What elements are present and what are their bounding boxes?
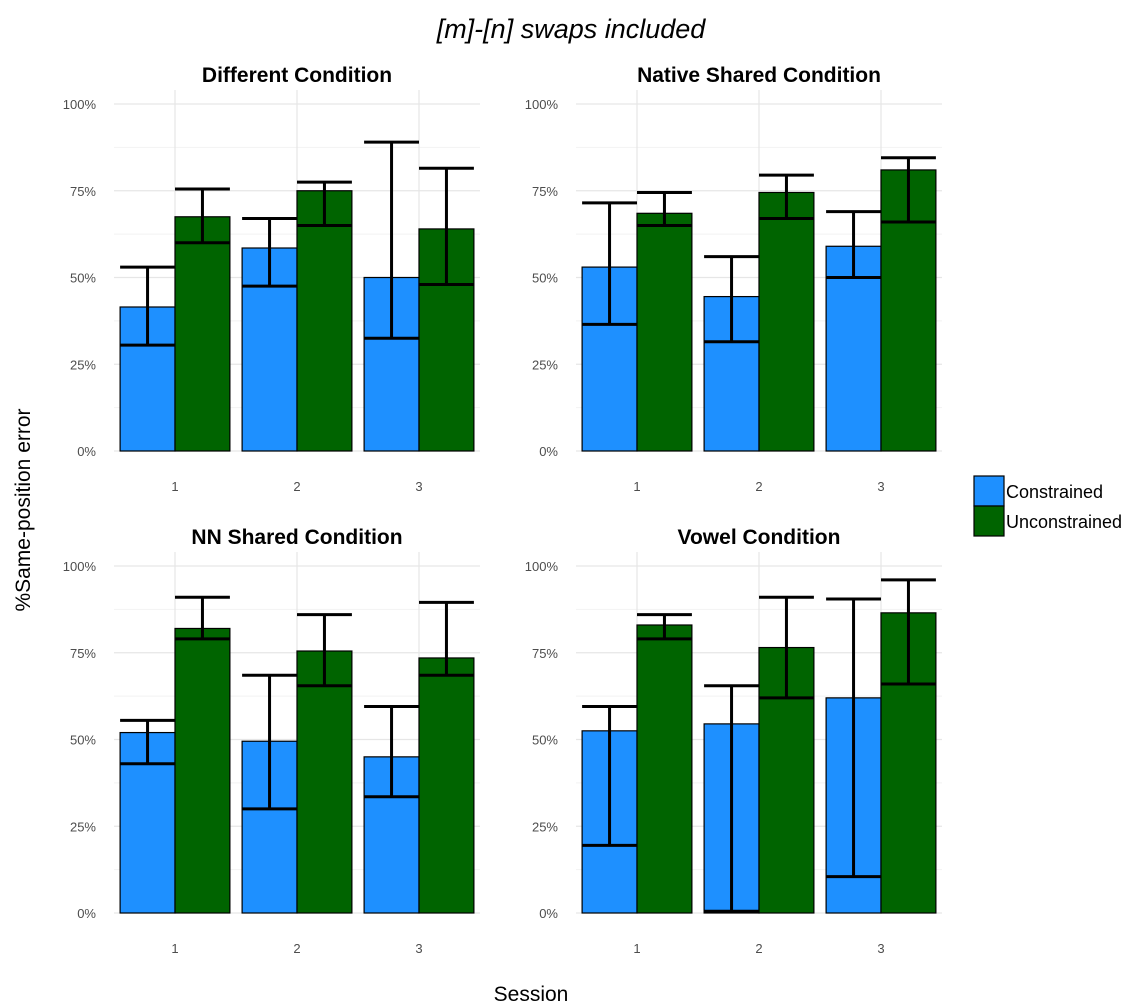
x-tick-label: 2 [755, 941, 762, 956]
error-bar [175, 187, 230, 245]
y-tick-label: 50% [70, 271, 96, 286]
error-bar [582, 201, 637, 326]
y-tick-label: 100% [525, 559, 559, 574]
error-bar [242, 673, 297, 811]
bar-constrained [825, 245, 882, 452]
error-bar [582, 705, 637, 847]
error-bar [881, 578, 936, 686]
x-tick-label: 1 [171, 941, 178, 956]
error-bar [637, 613, 692, 641]
bar-unconstrained [296, 190, 353, 452]
x-tick-label: 2 [293, 479, 300, 494]
x-tick-label: 1 [633, 941, 640, 956]
y-tick-label: 25% [70, 357, 96, 372]
y-tick-label: 0% [77, 906, 96, 921]
y-tick-label: 25% [70, 819, 96, 834]
error-bar [881, 156, 936, 224]
facet-panel: 0% 25% 50% 75% 100% 1 2 3 NN Shared Condition [63, 526, 480, 956]
bar-unconstrained [418, 657, 475, 914]
error-bar [419, 166, 474, 286]
bar-unconstrained [296, 650, 353, 914]
legend-label: Constrained [1006, 482, 1103, 502]
error-bar [120, 265, 175, 347]
legend-key-unconstrained [973, 505, 1005, 537]
y-tick-label: 100% [63, 97, 97, 112]
facet-panel: 0% 25% 50% 75% 100% 1 2 3 Different Condition [63, 64, 480, 494]
x-tick-label: 1 [171, 479, 178, 494]
facet-title: Native Shared Condition [637, 64, 881, 87]
y-tick-label: 50% [532, 733, 558, 748]
x-tick-label: 3 [877, 479, 884, 494]
y-tick-label: 75% [70, 184, 96, 199]
y-axis-title: %Same-position error [12, 408, 35, 611]
y-tick-label: 100% [63, 559, 97, 574]
y-tick-label: 75% [70, 646, 96, 661]
y-tick-label: 100% [525, 97, 559, 112]
error-bar [120, 718, 175, 766]
x-tick-label: 3 [415, 941, 422, 956]
bar-unconstrained [174, 216, 231, 452]
x-tick-label: 3 [877, 941, 884, 956]
error-bar [826, 597, 881, 879]
error-bar [704, 684, 759, 913]
x-tick-label: 2 [755, 479, 762, 494]
error-bar [704, 255, 759, 344]
chart-title: [m]-[n] swaps included [436, 14, 707, 44]
error-bar [297, 613, 352, 688]
error-bar [364, 705, 419, 799]
bar-unconstrained [758, 191, 815, 452]
x-tick-label: 1 [633, 479, 640, 494]
y-tick-label: 0% [539, 444, 558, 459]
y-tick-label: 50% [532, 271, 558, 286]
facet-title: Vowel Condition [678, 526, 841, 549]
error-bar [297, 180, 352, 227]
bar-unconstrained [636, 212, 693, 452]
x-axis-title: Session [494, 983, 569, 1006]
facet-title: NN Shared Condition [191, 526, 402, 549]
y-tick-label: 0% [77, 444, 96, 459]
facet-panel: 0% 25% 50% 75% 100% 1 2 3 Vowel Condition [525, 526, 942, 956]
error-bar [419, 600, 474, 677]
y-tick-label: 75% [532, 184, 558, 199]
legend: Constrained Unconstrained [973, 475, 1122, 537]
y-tick-label: 0% [539, 906, 558, 921]
facet-title: Different Condition [202, 64, 392, 87]
legend-key-constrained [973, 475, 1005, 507]
y-tick-label: 25% [532, 357, 558, 372]
legend-label: Unconstrained [1006, 512, 1122, 532]
error-bar [759, 595, 814, 700]
bar-unconstrained [174, 627, 231, 914]
y-tick-label: 50% [70, 733, 96, 748]
x-tick-label: 3 [415, 479, 422, 494]
error-bar [242, 217, 297, 288]
error-bar [175, 595, 230, 641]
bar-unconstrained [636, 624, 693, 914]
error-bar [826, 210, 881, 279]
x-tick-label: 2 [293, 941, 300, 956]
error-bar [364, 140, 419, 340]
y-tick-label: 25% [532, 819, 558, 834]
facet-panel: 0% 25% 50% 75% 100% 1 2 3 Native Shared Conditio… [525, 64, 942, 494]
error-bar [637, 190, 692, 227]
error-bar [759, 173, 814, 221]
y-tick-label: 75% [532, 646, 558, 661]
